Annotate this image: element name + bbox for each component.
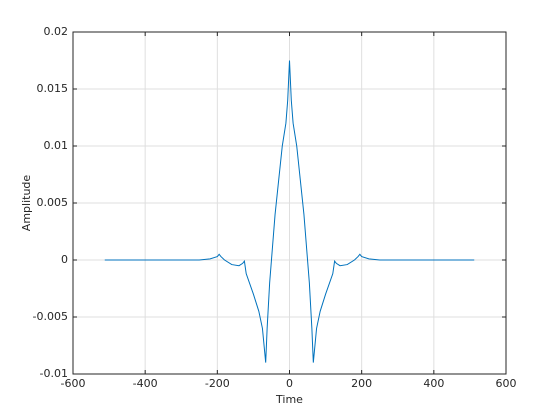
y-tick-label: 0.005 xyxy=(37,196,69,209)
x-tick-label: -600 xyxy=(61,377,86,390)
data-line xyxy=(104,60,475,363)
y-tick-label: 0 xyxy=(61,253,68,266)
x-tick-label: 0 xyxy=(286,377,293,390)
x-tick-label: 400 xyxy=(423,377,444,390)
axes-box xyxy=(72,31,507,375)
x-tick-label: -400 xyxy=(133,377,158,390)
x-tick-label: 200 xyxy=(351,377,372,390)
x-axis-label: Time xyxy=(275,393,303,406)
y-tick-label: -0.01 xyxy=(40,367,68,380)
y-tick-label: 0.015 xyxy=(37,82,69,95)
y-axis-label: Amplitude xyxy=(20,175,33,232)
x-tick-label: 600 xyxy=(496,377,517,390)
y-tick-label: -0.005 xyxy=(33,310,68,323)
y-tick-label: 0.02 xyxy=(44,25,69,38)
x-tick-label: -200 xyxy=(205,377,230,390)
y-tick-label: 0.01 xyxy=(44,139,69,152)
